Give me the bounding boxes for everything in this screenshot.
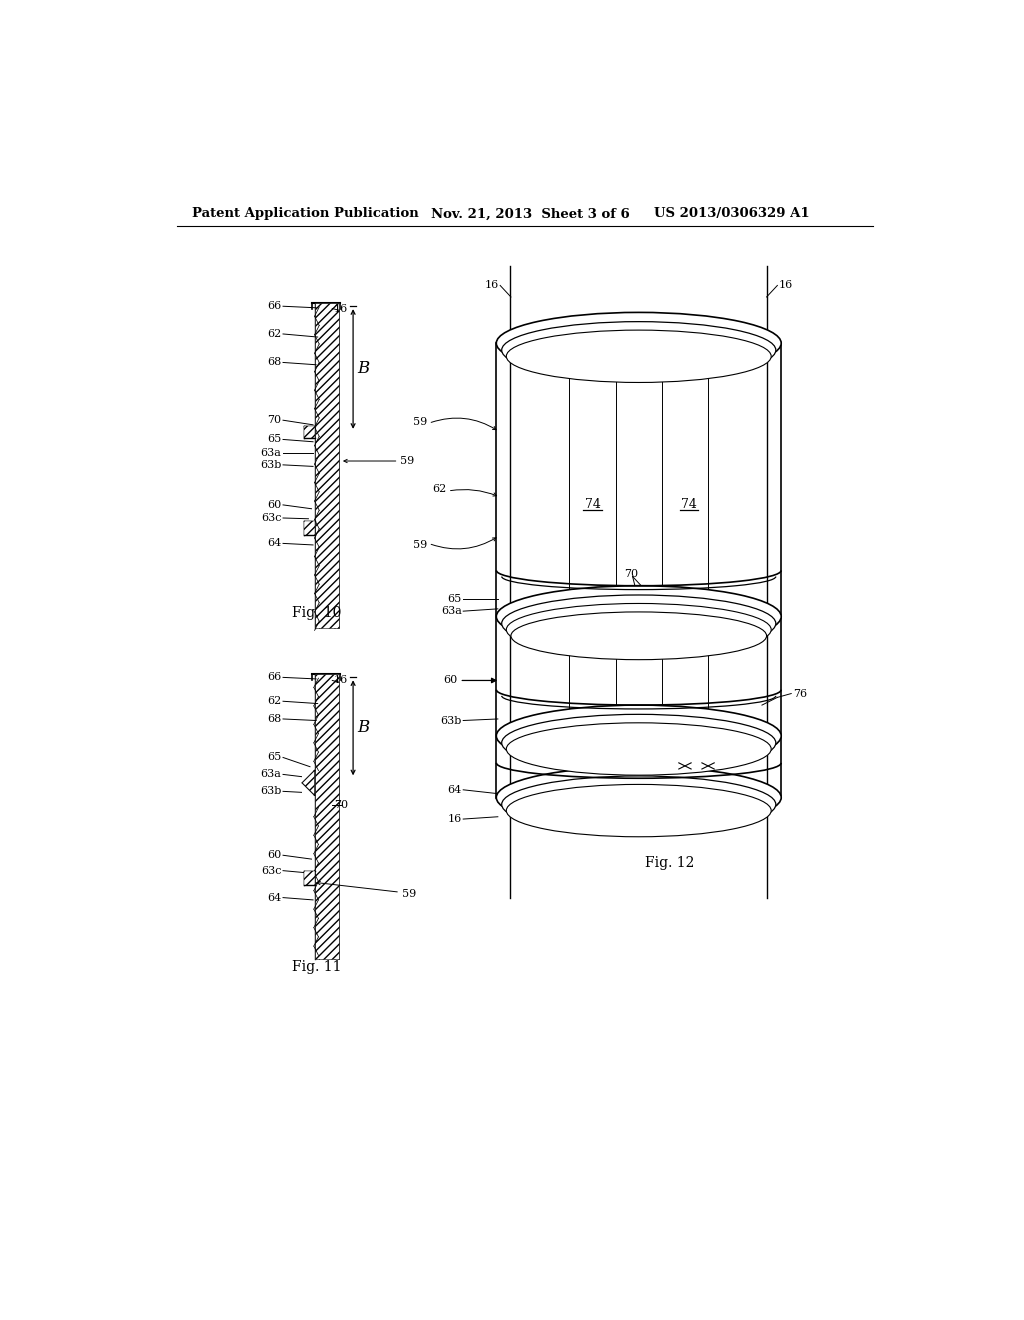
Ellipse shape [497,586,781,647]
Text: 16: 16 [484,280,499,290]
Text: 64: 64 [267,539,282,548]
Text: 64: 64 [447,785,462,795]
Text: 63a: 63a [260,447,282,458]
Text: 63c: 63c [512,739,532,748]
Text: B: B [357,360,370,378]
Ellipse shape [511,612,767,660]
Text: 63b: 63b [440,715,462,726]
Text: 68: 68 [267,714,282,723]
Text: 62: 62 [267,696,282,706]
Ellipse shape [506,603,771,656]
Ellipse shape [502,776,776,833]
Polygon shape [302,771,314,795]
Text: 63b: 63b [260,459,282,470]
Text: 59: 59 [400,455,415,466]
Text: 16: 16 [779,280,794,290]
Text: Fig. 11: Fig. 11 [292,960,342,974]
Text: 16: 16 [334,304,348,314]
Text: 74: 74 [681,499,696,511]
Text: 59: 59 [413,540,427,550]
Ellipse shape [497,705,781,767]
Text: 70: 70 [624,569,638,579]
Text: 60: 60 [267,500,282,510]
Text: 16: 16 [334,676,348,685]
Text: Patent Application Publication: Patent Application Publication [193,207,419,220]
Ellipse shape [497,767,781,829]
Ellipse shape [506,784,771,837]
Text: 72: 72 [681,764,696,777]
Text: 74: 74 [585,499,600,511]
Ellipse shape [502,714,776,771]
Ellipse shape [506,330,771,383]
Text: 70: 70 [267,416,282,425]
Text: 76: 76 [793,689,807,698]
Text: 70: 70 [334,800,348,810]
Text: 63a: 63a [260,770,282,779]
Text: 16: 16 [447,814,462,824]
Text: 66: 66 [267,301,282,312]
Text: B: B [357,719,370,737]
Ellipse shape [497,313,781,374]
Bar [314,675,339,960]
Text: 66: 66 [267,672,282,682]
Bar [304,425,314,438]
Text: 59: 59 [401,888,416,899]
Text: 65: 65 [447,594,462,603]
Text: 60: 60 [443,676,458,685]
Text: 68: 68 [267,358,282,367]
Text: 59: 59 [413,417,427,426]
Text: 62: 62 [432,484,446,495]
Text: 60: 60 [267,850,282,861]
Text: Fig. 10: Fig. 10 [292,606,342,619]
Ellipse shape [506,723,771,775]
Text: 65: 65 [267,752,282,763]
Text: 66: 66 [624,319,638,329]
Text: 62: 62 [267,329,282,339]
Text: 63c: 63c [261,866,282,875]
Bar [304,521,314,535]
Text: 72: 72 [585,764,600,777]
Bar [302,771,314,795]
Ellipse shape [502,595,776,652]
Text: Fig. 12: Fig. 12 [645,855,694,870]
Text: 63a: 63a [440,606,462,616]
Text: 63b: 63b [260,787,282,796]
Text: 63c: 63c [261,513,282,523]
Bar [314,304,339,628]
Text: Nov. 21, 2013  Sheet 3 of 6: Nov. 21, 2013 Sheet 3 of 6 [431,207,630,220]
Text: US 2013/0306329 A1: US 2013/0306329 A1 [654,207,810,220]
Bar [304,871,314,886]
Text: 65: 65 [267,434,282,445]
Text: 64: 64 [267,892,282,903]
Ellipse shape [502,322,776,379]
